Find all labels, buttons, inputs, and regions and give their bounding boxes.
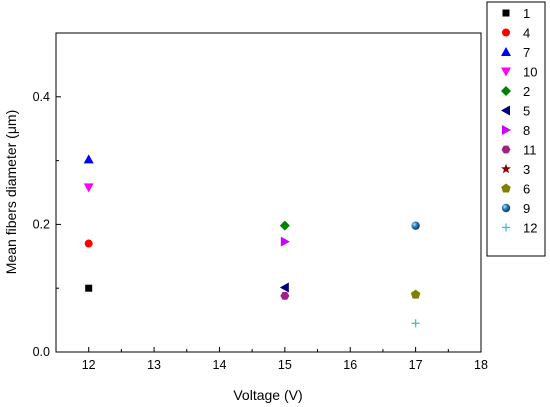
plot-frame — [55, 32, 482, 353]
data-point-4 — [84, 239, 93, 248]
legend-label: 9 — [523, 201, 530, 216]
x-tick-label: 14 — [213, 358, 227, 372]
data-point-1 — [85, 284, 93, 292]
x-axis-title: Voltage (V) — [233, 387, 302, 403]
legend-label: 10 — [523, 65, 537, 80]
x-tick-label: 15 — [278, 358, 292, 372]
data-point-5 — [279, 282, 289, 293]
data-points — [83, 154, 421, 328]
legend-label: 4 — [523, 26, 530, 41]
legend-marker-11 — [501, 145, 511, 154]
legend-marker-2 — [501, 86, 511, 96]
x-tick-label: 12 — [82, 358, 96, 372]
data-point-8 — [280, 236, 290, 247]
y-tick-label: 0.4 — [33, 90, 50, 104]
legend-marker-9 — [501, 203, 511, 213]
data-point-11 — [280, 291, 290, 300]
legend-marker-12 — [502, 223, 510, 232]
data-point-6 — [410, 289, 421, 299]
x-tick-label: 13 — [147, 358, 161, 372]
legend-marker-6 — [501, 183, 511, 193]
legend: 1 4 7 10 2 5 8 11 3 6 9 12 — [501, 6, 537, 236]
data-point-7 — [83, 154, 94, 164]
legend-marker-3 — [501, 163, 511, 174]
x-tick-label: 16 — [343, 358, 357, 372]
legend-label: 1 — [523, 6, 530, 21]
data-point-12 — [411, 319, 420, 328]
y-tick-label: 0.2 — [33, 217, 50, 231]
x-tick-label: 18 — [474, 358, 488, 372]
x-axis: 12 13 14 15 16 17 18 — [55, 347, 488, 372]
y-axis: 0.0 0.2 0.4 — [33, 90, 61, 359]
legend-label: 2 — [523, 84, 530, 99]
legend-marker-5 — [501, 105, 510, 116]
legend-marker-10 — [501, 67, 511, 77]
legend-label: 5 — [523, 104, 530, 119]
legend-label: 6 — [523, 182, 530, 197]
legend-marker-1 — [502, 9, 510, 17]
data-point-2 — [279, 220, 290, 231]
x-tick-label: 17 — [409, 358, 423, 372]
legend-label: 7 — [523, 45, 530, 60]
legend-marker-7 — [501, 47, 511, 56]
legend-marker-4 — [502, 28, 510, 37]
legend-label: 12 — [523, 221, 537, 236]
legend-label: 11 — [523, 143, 537, 158]
y-axis-title: Mean fibers diameter (μm) — [3, 110, 19, 274]
data-point-9 — [411, 221, 420, 230]
data-point-10 — [83, 183, 94, 193]
legend-label: 8 — [523, 123, 530, 138]
legend-frame — [486, 1, 546, 257]
legend-label: 3 — [523, 162, 530, 177]
y-tick-label: 0.0 — [33, 345, 50, 359]
legend-marker-8 — [502, 125, 511, 135]
